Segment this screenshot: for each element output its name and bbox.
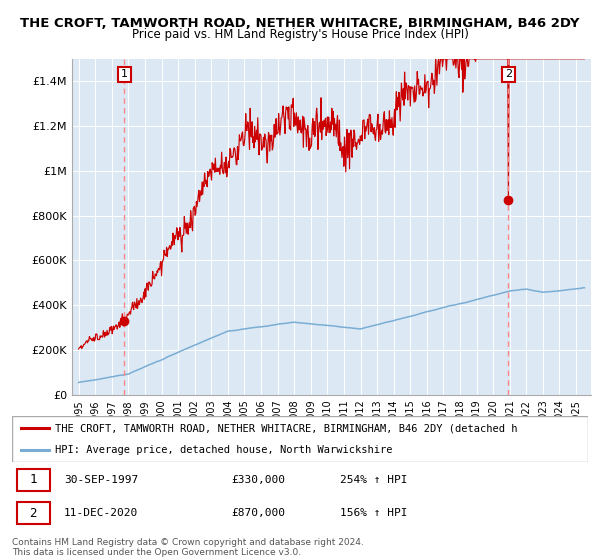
Text: THE CROFT, TAMWORTH ROAD, NETHER WHITACRE, BIRMINGHAM, B46 2DY (detached h: THE CROFT, TAMWORTH ROAD, NETHER WHITACR… bbox=[55, 423, 518, 433]
FancyBboxPatch shape bbox=[17, 469, 50, 491]
Text: HPI: Average price, detached house, North Warwickshire: HPI: Average price, detached house, Nort… bbox=[55, 445, 392, 455]
Text: 254% ↑ HPI: 254% ↑ HPI bbox=[340, 475, 408, 484]
Text: 30-SEP-1997: 30-SEP-1997 bbox=[64, 475, 138, 484]
Text: Price paid vs. HM Land Registry's House Price Index (HPI): Price paid vs. HM Land Registry's House … bbox=[131, 28, 469, 41]
FancyBboxPatch shape bbox=[17, 502, 50, 524]
Text: 2: 2 bbox=[505, 69, 512, 80]
Text: 1: 1 bbox=[29, 473, 37, 486]
Text: 1: 1 bbox=[121, 69, 128, 80]
Text: Contains HM Land Registry data © Crown copyright and database right 2024.
This d: Contains HM Land Registry data © Crown c… bbox=[12, 538, 364, 557]
Text: 11-DEC-2020: 11-DEC-2020 bbox=[64, 508, 138, 518]
Text: THE CROFT, TAMWORTH ROAD, NETHER WHITACRE, BIRMINGHAM, B46 2DY: THE CROFT, TAMWORTH ROAD, NETHER WHITACR… bbox=[20, 17, 580, 30]
Text: £870,000: £870,000 bbox=[231, 508, 285, 518]
Text: 2: 2 bbox=[29, 507, 37, 520]
FancyBboxPatch shape bbox=[12, 416, 588, 462]
Text: 156% ↑ HPI: 156% ↑ HPI bbox=[340, 508, 408, 518]
Text: £330,000: £330,000 bbox=[231, 475, 285, 484]
